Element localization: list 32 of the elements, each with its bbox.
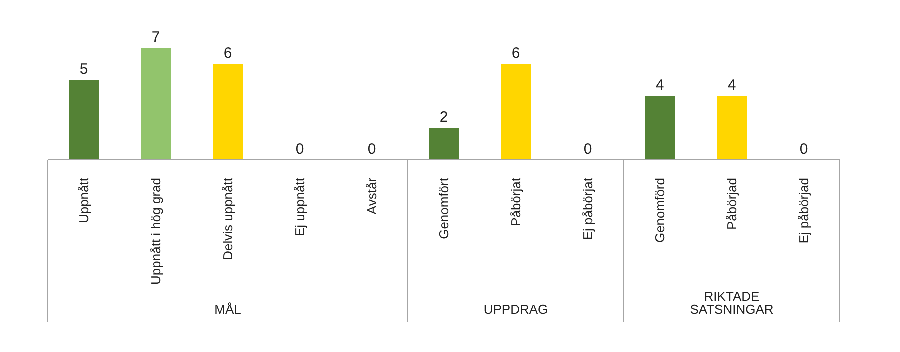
data-label: 4 [656,77,664,94]
x-tick-label: Ej påbörjat [580,178,596,240]
x-tick-label: Uppnått [76,178,92,224]
bar [429,128,459,160]
text: RIKTADE SATSNINGAR [690,289,774,317]
text: MÅL [214,302,242,317]
data-label: 6 [512,45,520,62]
bar [69,80,99,160]
data-label: 6 [224,45,232,62]
x-tick-label: Påbörjat [508,178,524,226]
x-tick-label: Ej påbörjad [796,178,812,244]
x-tick-label: Avstår [364,177,380,215]
data-label: 2 [440,109,448,126]
bar [213,64,243,160]
bar [645,96,675,160]
x-tick-label: Påbörjad [724,178,740,230]
data-label: 7 [152,29,160,46]
bar [717,96,747,160]
x-tick-label: Uppnått i hög grad [148,178,164,285]
text: UPPDRAG [484,302,548,317]
data-label: 4 [728,77,736,94]
bar [141,48,171,160]
x-tick-label: Genomförd [652,178,668,244]
data-label: 0 [584,141,592,158]
x-tick-label: Ej uppnått [292,178,308,237]
x-tick-label: Genomfört [436,178,452,240]
data-label: 0 [296,141,304,158]
data-label: 0 [368,141,376,158]
bar [501,64,531,160]
data-label: 5 [80,61,88,78]
data-label: 0 [800,141,808,158]
x-tick-label: Delvis uppnått [220,178,236,260]
